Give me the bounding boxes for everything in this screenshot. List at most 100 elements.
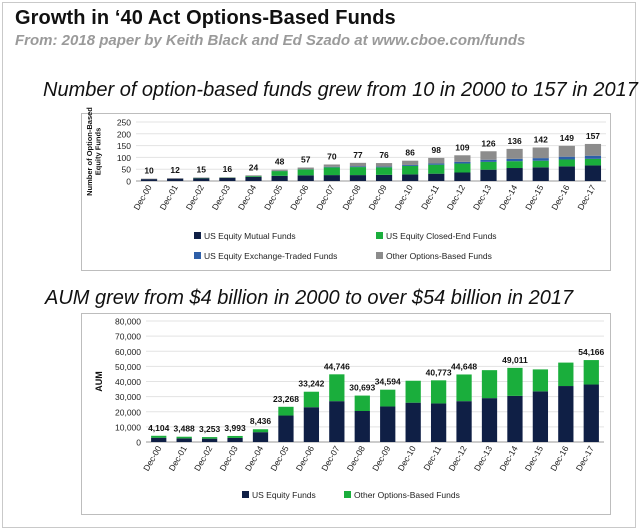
- x-tick-label: Dec-15: [523, 183, 545, 212]
- y-tick-label: 250: [117, 118, 131, 128]
- bar-total-label: 33,242: [298, 379, 324, 389]
- legend-swatch: [344, 491, 351, 498]
- bar-segment: [151, 435, 167, 438]
- page-title: Growth in ‘40 Act Options-Based Funds: [15, 7, 396, 29]
- bar-total-label: 24: [249, 162, 259, 172]
- bar-total-label: 10: [144, 166, 154, 176]
- y-tick-label: 150: [117, 141, 131, 151]
- chart2-heading: AUM grew from $4 billion in 2000 to over…: [45, 287, 574, 309]
- y-tick-label: 80,000: [115, 317, 141, 327]
- bar-segment: [176, 438, 192, 442]
- y-axis-title: Equity Funds: [94, 128, 103, 176]
- x-tick-label: Dec-05: [262, 183, 284, 212]
- x-tick-label: Dec-07: [314, 183, 336, 212]
- bar-segment: [480, 159, 497, 162]
- bar-segment: [481, 398, 498, 442]
- x-tick-label: Dec-08: [340, 183, 362, 212]
- bar-segment: [252, 432, 269, 442]
- bar-segment: [428, 157, 445, 164]
- bar-total-label: 136: [508, 136, 522, 146]
- bar-segment: [323, 164, 340, 167]
- bar-total-label: 57: [301, 155, 311, 165]
- bar-segment: [167, 178, 184, 181]
- x-tick-label: Dec-02: [184, 183, 206, 212]
- bar-segment: [480, 151, 497, 160]
- bar-segment: [271, 169, 288, 171]
- bar-segment: [271, 175, 288, 181]
- bar-segment: [454, 161, 471, 164]
- x-tick-label: Dec-16: [548, 444, 570, 473]
- bar-segment: [354, 395, 370, 411]
- y-tick-label: 0: [136, 438, 141, 448]
- bar-segment: [219, 177, 236, 181]
- x-tick-label: Dec-14: [497, 183, 519, 212]
- bar-segment: [428, 164, 445, 174]
- bar-total-label: 34,594: [375, 377, 401, 387]
- y-tick-label: 70,000: [115, 332, 141, 342]
- chart1-heading: Number of option-based funds grew from 1…: [43, 79, 638, 101]
- bar-segment: [176, 436, 192, 439]
- bar-segment: [584, 165, 602, 181]
- bar-segment: [278, 406, 294, 416]
- bar-total-label: 49,011: [502, 355, 528, 365]
- y-tick-label: 50: [122, 165, 132, 175]
- bar-segment: [456, 401, 472, 442]
- x-tick-label: Dec-06: [294, 444, 316, 473]
- bar-segment: [506, 148, 523, 159]
- bar-total-label: 149: [560, 133, 574, 143]
- bar-segment: [245, 175, 262, 177]
- bar-segment: [532, 369, 549, 392]
- bar-segment: [532, 158, 549, 161]
- legend-label: US Equity Closed-End Funds: [386, 231, 497, 241]
- x-tick-label: Dec-02: [192, 444, 214, 473]
- aum-chart-panel: 0 10,000 20,000 30,000 40,000 50,000 60,000 70,…: [81, 313, 611, 515]
- x-tick-label: Dec-10: [393, 183, 415, 212]
- bar-total-label: 4,104: [148, 423, 170, 433]
- x-tick-label: Dec-11: [419, 183, 441, 211]
- legend-swatch: [194, 232, 201, 239]
- bar-segment: [506, 161, 523, 169]
- bar-total-label: 98: [432, 145, 442, 155]
- x-tick-label: Dec-01: [158, 183, 180, 212]
- x-tick-label: Dec-08: [345, 444, 367, 473]
- bar-segment: [480, 169, 497, 181]
- bar-segment: [193, 178, 210, 181]
- x-tick-label: Dec-11: [421, 444, 443, 472]
- bar-segment: [349, 162, 367, 167]
- bar-segment: [454, 172, 471, 181]
- bar-segment: [402, 160, 419, 165]
- bar-total-label: 3,993: [224, 423, 246, 433]
- y-tick-label: 20,000: [115, 407, 141, 417]
- x-tick-label: Dec-00: [141, 444, 163, 473]
- bar-total-label: 48: [275, 157, 285, 167]
- x-tick-label: Dec-12: [445, 183, 467, 212]
- y-tick-label: 60,000: [115, 347, 141, 357]
- bar-segment: [271, 171, 288, 176]
- bar-segment: [507, 367, 523, 396]
- bar-total-label: 3,488: [174, 424, 196, 434]
- x-tick-label: Dec-17: [574, 444, 596, 473]
- bar-segment: [456, 374, 472, 402]
- y-tick-label: 200: [117, 129, 131, 139]
- x-tick-label: Dec-10: [396, 444, 418, 473]
- bar-segment: [506, 158, 523, 162]
- x-tick-label: Dec-13: [471, 183, 493, 212]
- legend-swatch: [194, 252, 201, 259]
- bar-segment: [558, 386, 574, 442]
- bar-segment: [402, 174, 419, 181]
- x-tick-label: Dec-05: [268, 444, 290, 473]
- bar-segment: [454, 163, 471, 173]
- y-axis-title: AUM: [94, 371, 104, 392]
- bar-segment: [584, 143, 602, 156]
- legend-swatch: [376, 232, 383, 239]
- bar-segment: [297, 169, 314, 176]
- legend-label: Other Options-Based Funds: [354, 490, 460, 500]
- bar-segment: [558, 145, 575, 157]
- bar-total-label: 86: [405, 148, 415, 158]
- bar-total-label: 8,436: [250, 416, 272, 426]
- bar-segment: [227, 437, 243, 442]
- legend-label: US Equity Mutual Funds: [204, 231, 296, 241]
- bar-total-label: 77: [353, 150, 363, 160]
- bar-segment: [430, 403, 447, 442]
